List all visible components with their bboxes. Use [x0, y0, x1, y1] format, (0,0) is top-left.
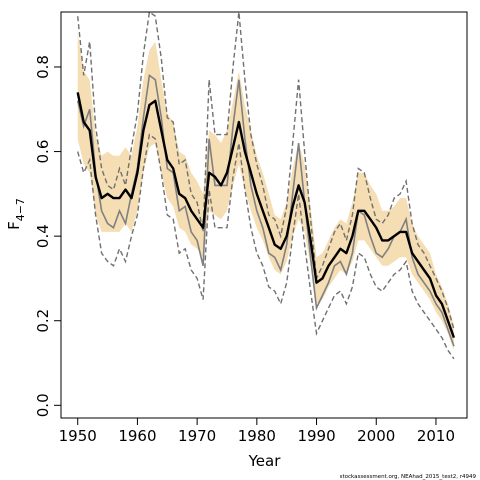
plot-frame [60, 11, 468, 419]
y-axis-title-sub: 4−7 [14, 198, 27, 221]
y-axis-title-main: F [5, 221, 23, 230]
estimate-line [76, 92, 456, 339]
axes: 1950 1960 1970 1980 1990 2000 2010 0.0 0.2 0.4 0.6… [34, 11, 468, 445]
plot-area [76, 10, 456, 360]
y-tick-label: 0.8 [34, 55, 52, 79]
y-tick-label: 0.0 [34, 393, 52, 417]
x-tick-label: 1960 [118, 427, 156, 445]
svg-text:F4−7: F4−7 [5, 198, 27, 230]
previous-upper-line [77, 10, 455, 330]
previous-lower-line [77, 133, 455, 360]
x-tick-label: 1970 [178, 427, 216, 445]
x-tick-label: 2000 [357, 427, 395, 445]
y-tick-label: 0.2 [34, 309, 52, 333]
x-tick-label: 1990 [297, 427, 335, 445]
x-axis-title: Year [248, 452, 282, 470]
y-tick-label: 0.6 [34, 140, 52, 164]
footer-note: stockassessment.org, NEAhad_2015_test2, … [340, 474, 477, 480]
y-axis-title: F4−7 [5, 198, 27, 230]
confidence-band [77, 33, 454, 351]
y-tick-label: 0.4 [34, 224, 52, 248]
x-tick-label: 1980 [238, 427, 276, 445]
x-tick-label: 2010 [417, 427, 455, 445]
x-tick-label: 1950 [59, 427, 97, 445]
